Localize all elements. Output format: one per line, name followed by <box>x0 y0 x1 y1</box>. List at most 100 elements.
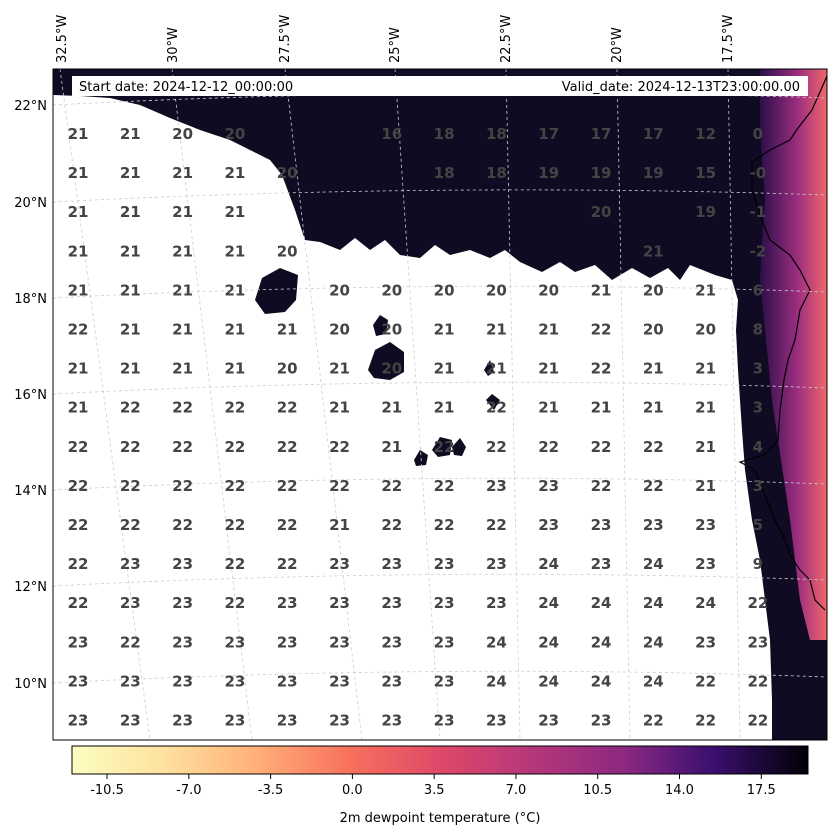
grid-value: 21 <box>591 399 612 417</box>
grid-value: 21 <box>538 321 559 339</box>
grid-value: 23 <box>120 712 141 730</box>
grid-value: 17 <box>591 125 612 143</box>
grid-value: 21 <box>329 516 350 534</box>
grid-value: 20 <box>277 360 298 378</box>
grid-value: 21 <box>381 399 402 417</box>
grid-value: 21 <box>120 360 141 378</box>
latitude-label: 12°N <box>14 580 47 595</box>
grid-value: 22 <box>172 399 193 417</box>
grid-value: 23 <box>381 672 402 690</box>
grid-value: 18 <box>434 125 455 143</box>
colorbar-tick-label: 7.0 <box>506 783 527 798</box>
coastline <box>738 75 827 611</box>
grid-value: 22 <box>68 555 89 573</box>
grid-value: 4 <box>753 438 763 456</box>
dewpoint-field-dark <box>53 69 827 740</box>
grid-value: 23 <box>591 516 612 534</box>
latitude-label: 18°N <box>14 292 47 307</box>
grid-value: 22 <box>434 477 455 495</box>
grid-value: 24 <box>591 633 612 651</box>
grid-value: 18 <box>486 125 507 143</box>
grid-value: 24 <box>538 672 559 690</box>
grid-value: 21 <box>120 164 141 182</box>
grid-value: 22 <box>643 477 664 495</box>
grid-value: 22 <box>224 438 245 456</box>
grid-value: 22 <box>68 321 89 339</box>
grid-value: 23 <box>538 477 559 495</box>
longitude-label: 32.5°W <box>55 15 70 63</box>
grid-value: 19 <box>643 164 664 182</box>
grid-value: 9 <box>753 555 763 573</box>
grid-value: 23 <box>120 594 141 612</box>
dark-blob-small1 <box>373 315 388 336</box>
grid-value: 21 <box>172 164 193 182</box>
latitude-label: 22°N <box>14 99 47 114</box>
grid-value: 21 <box>120 125 141 143</box>
grid-value: 24 <box>591 594 612 612</box>
grid-value: 22 <box>434 516 455 534</box>
grid-value: 23 <box>172 594 193 612</box>
grid-value: 23 <box>172 712 193 730</box>
grid-value: 22 <box>68 438 89 456</box>
grid-value: 22 <box>486 516 507 534</box>
grid-value: 21 <box>381 438 402 456</box>
grid-value: 22 <box>224 516 245 534</box>
longitude-label: 27.5°W <box>278 15 293 63</box>
longitude-label: 25°W <box>388 27 403 63</box>
grid-value: 22 <box>695 712 716 730</box>
grid-value: 22 <box>277 399 298 417</box>
grid-value: 21 <box>224 203 245 221</box>
grid-value: 20 <box>381 281 402 299</box>
grid-value: 22 <box>695 672 716 690</box>
grid-value: 21 <box>120 281 141 299</box>
grid-value: 20 <box>381 360 402 378</box>
grid-value: 21 <box>591 281 612 299</box>
latitude-label: 20°N <box>14 196 47 211</box>
grid-value: 20 <box>329 321 350 339</box>
dark-blob-mid <box>368 342 404 380</box>
grid-value: 23 <box>486 712 507 730</box>
grid-value: 21 <box>172 242 193 260</box>
colorbar-tick-label: 17.5 <box>747 783 776 798</box>
dark-blob-small4 <box>414 450 428 466</box>
grid-value: 22 <box>68 477 89 495</box>
grid-value: -1 <box>750 203 767 221</box>
grid-value: 22 <box>172 516 193 534</box>
grid-value: 23 <box>329 712 350 730</box>
grid-value: 22 <box>329 477 350 495</box>
grid-value: 3 <box>753 360 763 378</box>
grid-value: 23 <box>695 516 716 534</box>
grid-value: 22 <box>591 438 612 456</box>
dark-blob-small6 <box>486 394 500 410</box>
grid-value: 20 <box>277 242 298 260</box>
grid-value: 3 <box>753 399 763 417</box>
grid-value: 21 <box>486 321 507 339</box>
grid-value: 21 <box>224 164 245 182</box>
grid-value: 22 <box>224 477 245 495</box>
grid-value: 22 <box>277 477 298 495</box>
grid-value: 22 <box>172 438 193 456</box>
grid-value: 24 <box>643 555 664 573</box>
colorbar <box>71 745 809 775</box>
dark-blob-small5 <box>484 360 494 376</box>
colorbar-tick-label: -3.5 <box>258 783 283 798</box>
grid-value: 23 <box>747 633 768 651</box>
grid-value: 0 <box>753 125 763 143</box>
grid-value: 21 <box>68 399 89 417</box>
grid-value: 23 <box>434 555 455 573</box>
grid-value: 23 <box>68 712 89 730</box>
grid-value: 22 <box>381 477 402 495</box>
grid-value: 21 <box>695 281 716 299</box>
grid-value: 16 <box>381 125 402 143</box>
grid-value: 21 <box>538 360 559 378</box>
grid-value: 23 <box>224 633 245 651</box>
grid-value: 19 <box>695 203 716 221</box>
grid-value: 24 <box>643 633 664 651</box>
grid-value: 23 <box>381 633 402 651</box>
coastal-warm-band <box>760 69 827 640</box>
grid-value: 21 <box>538 399 559 417</box>
grid-value: 21 <box>224 242 245 260</box>
grid-value: 23 <box>591 555 612 573</box>
grid-value: 24 <box>643 594 664 612</box>
